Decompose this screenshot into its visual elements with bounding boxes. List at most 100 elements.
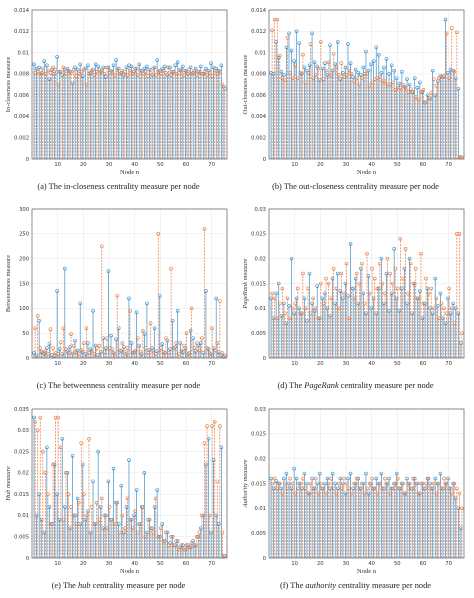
y-tick-label: 0.025 bbox=[251, 432, 266, 438]
marker-series-1 bbox=[418, 80, 422, 85]
marker-series-2 bbox=[79, 348, 84, 352]
marker-series-1 bbox=[78, 301, 83, 306]
x-tick-label: 20 bbox=[317, 162, 324, 168]
marker-series-2 bbox=[311, 486, 315, 491]
marker-series-1 bbox=[222, 554, 226, 558]
marker-series-2 bbox=[390, 80, 395, 85]
marker-series-2 bbox=[71, 513, 76, 518]
marker-series-1 bbox=[147, 348, 152, 352]
marker-series-1 bbox=[289, 256, 294, 261]
marker-series-2 bbox=[421, 486, 426, 491]
marker-series-1 bbox=[119, 483, 124, 488]
marker-series-1 bbox=[63, 266, 67, 271]
marker-series-2 bbox=[105, 65, 109, 70]
marker-series-1 bbox=[137, 62, 142, 67]
marker-series-2 bbox=[120, 341, 125, 345]
marker-series-1 bbox=[297, 41, 302, 45]
marker-series-2 bbox=[130, 526, 135, 530]
marker-series-2 bbox=[298, 70, 303, 75]
marker-series-1 bbox=[181, 64, 185, 69]
chart-panel-d: 0 0.005 0.01 0.015 0.02 0.025 0.03 10 20 30 40 50 60… bbox=[237, 199, 474, 398]
marker-series-1 bbox=[45, 445, 49, 450]
marker-series-1 bbox=[294, 29, 299, 34]
y-tick-label: 0 bbox=[263, 556, 266, 562]
marker-series-1 bbox=[91, 479, 95, 484]
marker-series-2 bbox=[416, 97, 421, 102]
marker-series-1 bbox=[425, 476, 430, 481]
marker-series-1 bbox=[310, 31, 314, 36]
marker-series-2 bbox=[194, 73, 199, 77]
marker-series-2 bbox=[416, 296, 421, 301]
marker-series-1 bbox=[155, 488, 159, 492]
marker-series-2 bbox=[344, 73, 349, 77]
marker-series-2 bbox=[159, 526, 163, 530]
marker-series-1 bbox=[98, 505, 103, 509]
marker-series-1 bbox=[47, 77, 52, 81]
marker-series-2 bbox=[76, 352, 81, 356]
axes-box bbox=[31, 208, 228, 359]
marker-series-2 bbox=[447, 486, 451, 491]
marker-series-1 bbox=[42, 530, 47, 535]
marker-series-2 bbox=[48, 70, 53, 75]
y-tick-label: 0.03 bbox=[254, 207, 266, 213]
y-tick-label: 0.02 bbox=[254, 256, 266, 262]
marker-series-2 bbox=[288, 316, 292, 321]
marker-series-2 bbox=[74, 74, 78, 78]
axes-box bbox=[31, 9, 228, 160]
marker-series-1 bbox=[42, 59, 47, 63]
marker-series-2 bbox=[82, 341, 86, 345]
marker-series-2 bbox=[396, 286, 400, 291]
marker-series-2 bbox=[378, 481, 382, 486]
marker-series-2 bbox=[324, 68, 328, 73]
marker-series-1 bbox=[302, 471, 307, 476]
marker-series-2 bbox=[275, 486, 280, 491]
marker-series-1 bbox=[353, 276, 358, 281]
marker-series-2 bbox=[378, 261, 382, 266]
x-tick-label: 30 bbox=[343, 162, 350, 168]
marker-series-1 bbox=[294, 476, 299, 481]
y-tick-label: 0.002 bbox=[14, 136, 29, 142]
marker-series-2 bbox=[43, 348, 48, 353]
marker-series-2 bbox=[339, 61, 344, 66]
marker-series-1 bbox=[55, 55, 59, 59]
x-tick-label: 30 bbox=[343, 561, 350, 567]
marker-series-2 bbox=[207, 513, 212, 518]
marker-series-2 bbox=[56, 82, 60, 87]
marker-series-2 bbox=[403, 491, 408, 496]
marker-series-2 bbox=[295, 286, 300, 291]
marker-series-2 bbox=[347, 486, 351, 491]
marker-series-2 bbox=[380, 79, 385, 84]
marker-series-2 bbox=[125, 496, 130, 501]
marker-series-2 bbox=[184, 331, 189, 335]
marker-series-2 bbox=[51, 346, 55, 350]
marker-series-2 bbox=[419, 90, 423, 94]
marker-series-2 bbox=[179, 348, 184, 353]
marker-series-1 bbox=[178, 67, 183, 72]
marker-series-2 bbox=[449, 491, 454, 496]
marker-series-2 bbox=[179, 543, 184, 548]
marker-series-1 bbox=[47, 505, 52, 509]
marker-series-1 bbox=[425, 286, 430, 291]
marker-series-2 bbox=[202, 441, 207, 445]
marker-series-2 bbox=[164, 336, 168, 340]
marker-series-2 bbox=[354, 476, 359, 481]
marker-series-2 bbox=[192, 68, 196, 73]
x-tick-label: 10 bbox=[291, 162, 298, 168]
marker-series-2 bbox=[347, 316, 351, 321]
marker-series-1 bbox=[160, 342, 165, 346]
y-tick-label: 0 bbox=[26, 556, 29, 562]
marker-series-1 bbox=[139, 505, 144, 509]
marker-series-2 bbox=[120, 513, 125, 518]
x-tick-label: 60 bbox=[420, 561, 427, 567]
chart-e-svg: 0 0.005 0.01 0.015 0.02 0.025 0.03 0.035 10 20 30 4… bbox=[5, 407, 228, 575]
x-tick-label: 20 bbox=[317, 561, 324, 567]
x-tick-label: 70 bbox=[445, 561, 452, 567]
marker-series-2 bbox=[176, 547, 181, 552]
marker-series-1 bbox=[317, 471, 322, 476]
marker-series-2 bbox=[431, 481, 436, 486]
marker-series-2 bbox=[61, 517, 66, 522]
y-tick-label: 0.015 bbox=[14, 492, 29, 498]
marker-series-2 bbox=[115, 67, 120, 72]
marker-series-1 bbox=[364, 311, 368, 316]
marker-series-2 bbox=[319, 281, 323, 286]
